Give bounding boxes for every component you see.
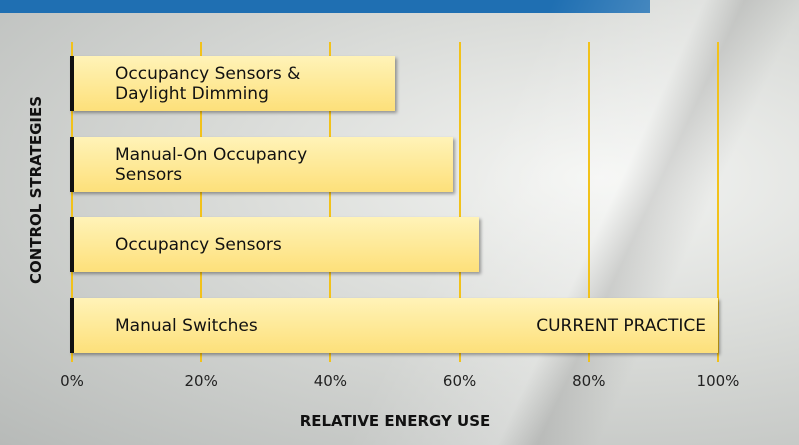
bar: Occupancy Sensors & Daylight Dimming xyxy=(70,56,395,111)
y-axis-label: CONTROL STRATEGIES xyxy=(27,96,45,284)
x-tick-label: 80% xyxy=(572,372,605,390)
bar-label: Occupancy Sensors & Daylight Dimming xyxy=(115,64,315,104)
bar-label: Manual Switches xyxy=(115,316,258,336)
bar-label: Occupancy Sensors xyxy=(115,235,282,255)
chart: CONTROL STRATEGIES RELATIVE ENERGY USE 0… xyxy=(0,0,799,445)
annotation: CURRENT PRACTICE xyxy=(536,316,706,336)
bar-label: Manual-On Occupancy Sensors xyxy=(115,145,315,185)
x-tick-label: 100% xyxy=(697,372,740,390)
x-tick-label: 40% xyxy=(314,372,347,390)
x-tick-label: 0% xyxy=(60,372,84,390)
x-axis-label: RELATIVE ENERGY USE xyxy=(300,412,491,430)
x-tick-label: 60% xyxy=(443,372,476,390)
bar: Manual-On Occupancy Sensors xyxy=(70,137,453,192)
bar: Manual Switches CURRENT PRACTICE xyxy=(70,298,718,353)
bar: Occupancy Sensors xyxy=(70,217,479,272)
x-tick-label: 20% xyxy=(185,372,218,390)
